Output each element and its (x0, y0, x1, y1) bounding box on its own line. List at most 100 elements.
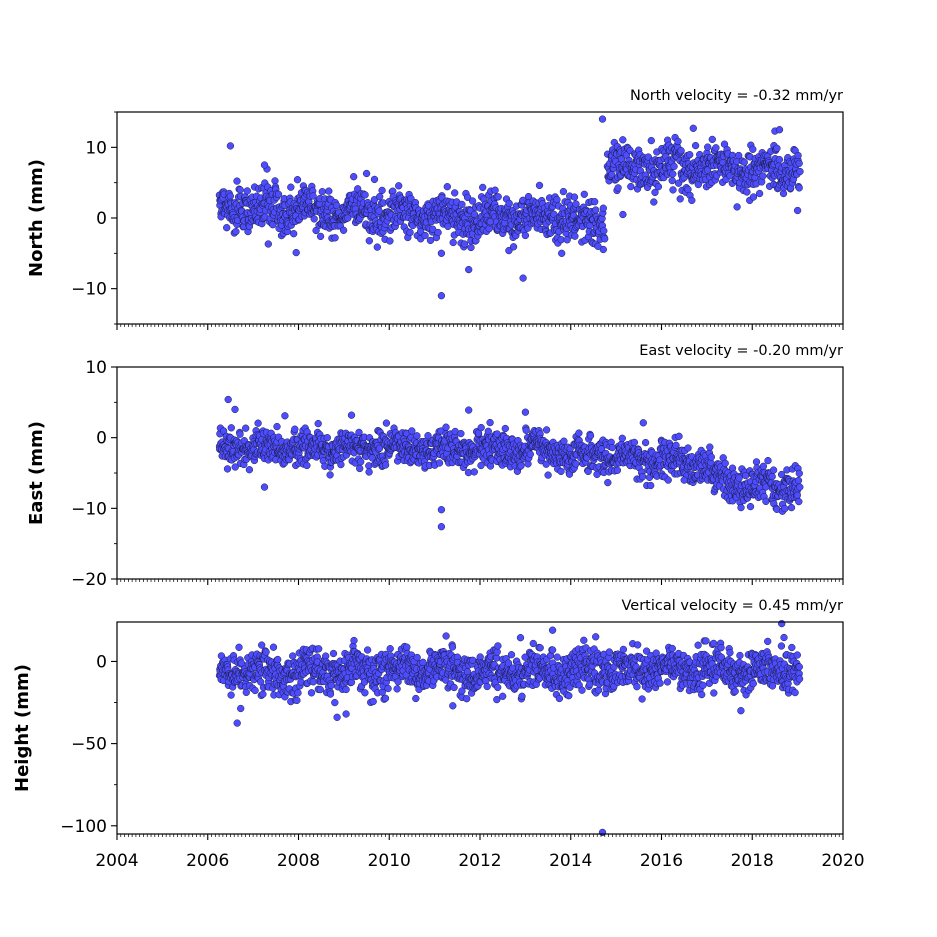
data-point (413, 432, 421, 440)
data-point (386, 645, 394, 653)
data-point (764, 456, 772, 465)
data-point (435, 459, 444, 467)
data-point (326, 690, 335, 698)
data-point (434, 228, 442, 237)
data-point (395, 182, 403, 190)
data-point (710, 689, 718, 697)
data-point (373, 243, 381, 251)
data-point (468, 197, 477, 205)
data-point (331, 698, 339, 707)
panel-title: East velocity = -0.20 mm/yr (639, 343, 843, 359)
data-point (618, 434, 626, 442)
y-tick-label: 10 (85, 358, 107, 378)
data-point (699, 681, 707, 689)
data-point (309, 678, 317, 686)
data-point (548, 646, 557, 654)
data-point (226, 192, 234, 200)
data-point (518, 692, 526, 700)
data-point (342, 685, 350, 694)
data-point (768, 682, 777, 690)
outlier-point (260, 483, 269, 491)
data-point (501, 424, 509, 433)
data-point (382, 419, 391, 427)
data-point (627, 182, 635, 191)
outlier-point (521, 408, 530, 416)
data-point (323, 434, 331, 442)
data-point (310, 215, 318, 223)
data-point (578, 686, 586, 694)
data-point (675, 432, 683, 440)
data-point (733, 203, 741, 211)
data-point (443, 183, 451, 191)
data-point (670, 162, 678, 171)
data-point (499, 692, 507, 700)
data-point (759, 462, 768, 470)
data-points (215, 395, 804, 531)
data-point (736, 651, 744, 660)
data-point (235, 643, 243, 651)
data-point (686, 151, 694, 159)
data-point (594, 686, 603, 694)
data-point (494, 683, 502, 692)
data-point (408, 427, 416, 435)
data-point (795, 469, 803, 478)
data-point (592, 206, 600, 214)
outlier-point (639, 419, 647, 427)
outlier-point (437, 523, 446, 531)
data-point (787, 503, 796, 512)
data-point (717, 644, 725, 652)
data-point (542, 426, 551, 434)
data-point (309, 192, 317, 200)
outlier-point (519, 274, 527, 282)
data-point (491, 186, 499, 194)
data-point (580, 636, 588, 644)
data-point (505, 199, 513, 208)
data-point (242, 424, 250, 432)
data-point (669, 170, 677, 178)
data-point (370, 175, 379, 184)
outlier-point (437, 292, 446, 300)
y-tick-label: 0 (96, 429, 107, 449)
data-point (350, 173, 358, 181)
data-point (740, 158, 748, 166)
data-point (463, 695, 471, 703)
data-point (726, 649, 734, 657)
data-point (294, 689, 302, 697)
data-point (507, 651, 516, 659)
data-point (694, 641, 702, 649)
data-points (215, 115, 804, 300)
data-point (448, 643, 457, 651)
outlier-point (465, 406, 473, 414)
data-point (365, 462, 373, 470)
y-tick-label: 10 (85, 138, 107, 158)
data-point (796, 483, 804, 491)
data-point (591, 198, 599, 206)
data-point (442, 632, 450, 640)
data-point (600, 227, 608, 235)
data-point (262, 648, 270, 656)
data-point (737, 503, 745, 512)
data-point (363, 646, 372, 654)
data-point (706, 443, 714, 451)
data-point (254, 419, 262, 427)
data-point (303, 461, 311, 470)
data-point (292, 248, 300, 257)
data-point (316, 685, 324, 694)
data-point (476, 653, 484, 661)
data-point (442, 423, 450, 431)
data-point (463, 193, 472, 202)
data-point (327, 681, 335, 690)
data-point (775, 155, 784, 164)
y-tick-label: −20 (71, 570, 107, 590)
data-point (650, 198, 658, 206)
outlier-point (362, 169, 371, 178)
data-point (494, 642, 502, 650)
data-point (575, 429, 583, 437)
data-point (634, 641, 642, 649)
data-point (236, 430, 244, 438)
data-point (663, 678, 672, 686)
data-point (331, 234, 339, 242)
data-point (314, 419, 322, 428)
data-point (563, 236, 571, 244)
